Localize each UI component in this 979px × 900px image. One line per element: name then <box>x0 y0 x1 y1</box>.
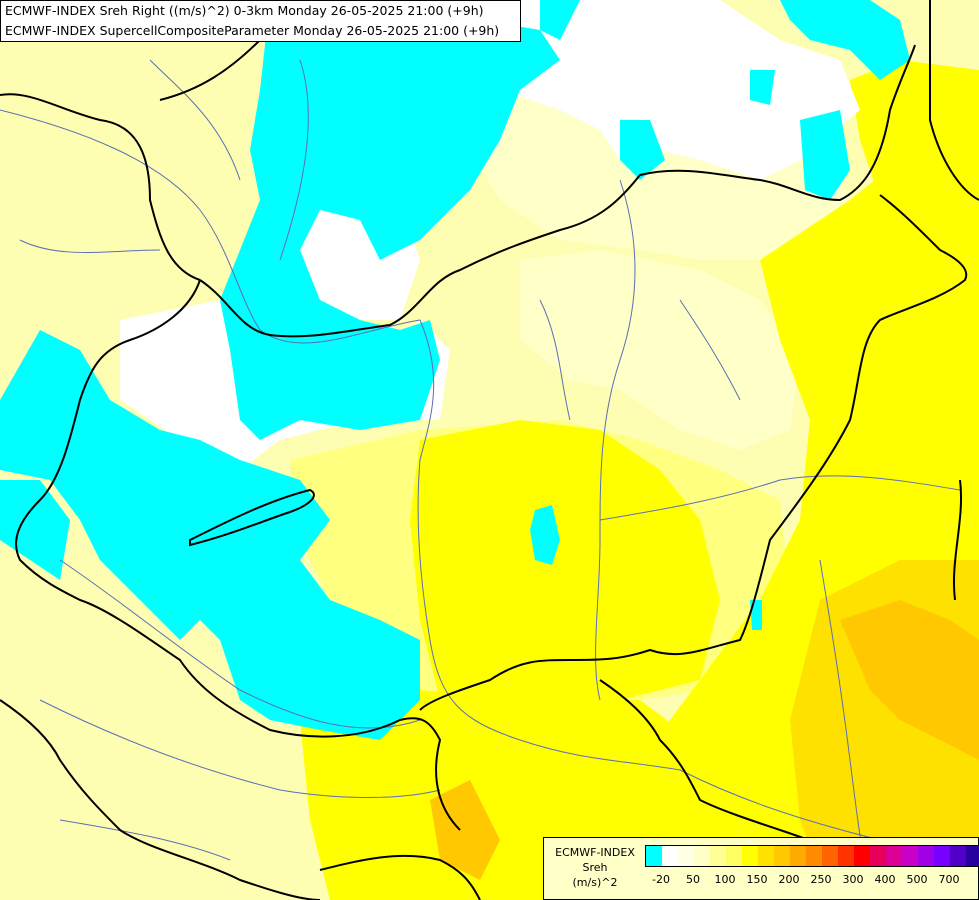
legend-label: 150 <box>746 873 768 886</box>
legend-title-line-3: (m/s)^2 <box>572 876 618 889</box>
map-title-line-1: ECMWF-INDEX Sreh Right ((m/s)^2) 0-3km M… <box>5 3 484 18</box>
legend-label: 500 <box>906 873 928 886</box>
legend-swatch <box>918 846 934 866</box>
legend-swatch <box>886 846 902 866</box>
legend-swatch <box>934 846 950 866</box>
legend-title-line-1: ECMWF-INDEX <box>555 846 635 859</box>
legend-label: 100 <box>714 873 736 886</box>
legend-label: 50 <box>686 873 700 886</box>
river-danube <box>0 109 881 841</box>
border-ukraine <box>928 0 979 201</box>
legend-label: 200 <box>778 873 800 886</box>
map-title-line-2: ECMWF-INDEX SupercellCompositeParameter … <box>5 23 500 38</box>
river-sava <box>39 699 441 798</box>
border-hungary-east <box>419 194 968 711</box>
legend-swatch <box>646 846 662 866</box>
border-czech-slovak <box>0 93 201 281</box>
legend-swatch <box>966 846 979 866</box>
border-hungary-west <box>15 279 461 831</box>
legend-swatch <box>774 846 790 866</box>
legend-swatch <box>854 846 870 866</box>
legend-swatch <box>902 846 918 866</box>
river-misc-4 <box>679 299 741 401</box>
legend-swatch <box>790 846 806 866</box>
legend-swatch <box>726 846 742 866</box>
river-misc-2 <box>149 59 241 181</box>
field-cyan-northeast-a <box>540 0 580 40</box>
legend-swatch <box>758 846 774 866</box>
legend-label: 700 <box>938 873 960 886</box>
legend-swatch <box>678 846 694 866</box>
legend-swatch <box>870 846 886 866</box>
map-title-box: ECMWF-INDEX Sreh Right ((m/s)^2) 0-3km M… <box>0 0 521 42</box>
field-cyan-north <box>220 0 560 440</box>
legend-label: 300 <box>842 873 864 886</box>
field-cyan-west <box>0 330 420 740</box>
field-cyan-northeast-c <box>620 120 665 180</box>
river-misc-1 <box>279 59 309 261</box>
border-moldova <box>952 479 963 601</box>
legend-swatch <box>950 846 966 866</box>
border-lake-balaton <box>189 488 315 547</box>
field-amber-east <box>840 600 979 760</box>
field-cyan-west-strip <box>0 480 70 580</box>
legend-swatch <box>806 846 822 866</box>
field-cyan-northeast-e <box>800 110 850 200</box>
river-misc-5 <box>19 239 161 253</box>
border-austria-slovakia <box>199 44 916 338</box>
legend-label: 250 <box>810 873 832 886</box>
legend-swatch <box>742 846 758 866</box>
legend-swatch <box>694 846 710 866</box>
legend-swatch <box>662 846 678 866</box>
river-misc-6 <box>59 819 231 861</box>
field-cyan-northeast-d <box>750 70 775 105</box>
legend-swatch <box>822 846 838 866</box>
field-cyan-east-blob <box>750 600 762 630</box>
legend-title: ECMWF-INDEX Sreh (m/s)^2 <box>546 845 644 890</box>
field-yellow-northeast <box>850 60 979 260</box>
legend-swatch <box>838 846 854 866</box>
legend-label: 400 <box>874 873 896 886</box>
legend-labels: -20 50 100 150 200 250 300 400 500 700 <box>645 873 975 889</box>
field-cyan-central-blob <box>530 505 560 565</box>
river-misc-3 <box>539 299 571 421</box>
field-yellow-central <box>410 420 720 720</box>
legend-label: -20 <box>652 873 670 886</box>
legend-colorbar <box>645 845 979 867</box>
border-bosnia <box>319 854 481 900</box>
field-amber-south <box>430 780 500 880</box>
river-mures <box>599 475 961 521</box>
river-tisza <box>595 179 636 701</box>
legend: ECMWF-INDEX Sreh (m/s)^2 -20 50 100 150 200 2… <box>543 837 979 900</box>
legend-swatch <box>710 846 726 866</box>
field-cyan-northeast-b <box>780 0 910 80</box>
border-croatia-slovenia <box>0 699 321 900</box>
river-drava <box>59 559 421 729</box>
legend-title-line-2: Sreh <box>582 861 608 874</box>
field-light-yellow-centre <box>520 250 800 450</box>
